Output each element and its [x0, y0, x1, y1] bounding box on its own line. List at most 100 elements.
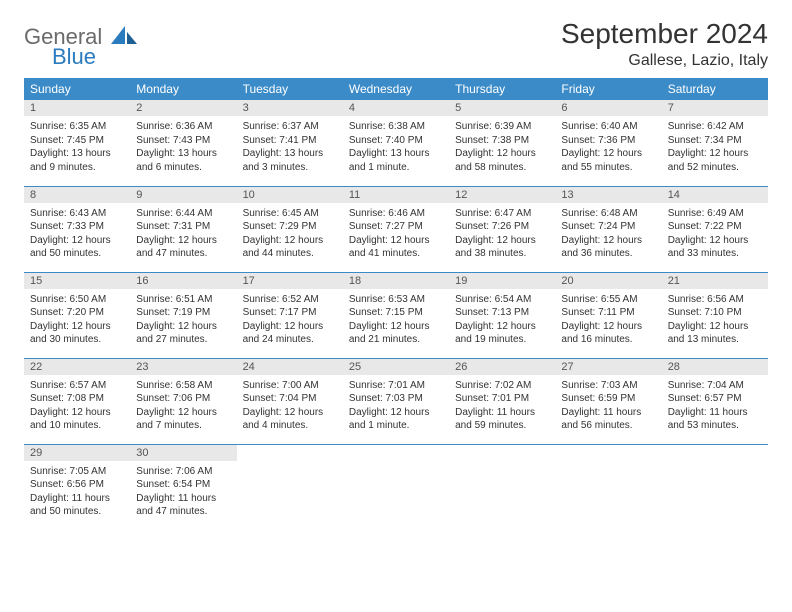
day-info: Sunrise: 6:49 AMSunset: 7:22 PMDaylight:…	[662, 203, 768, 265]
sunset-text: Sunset: 7:36 PM	[561, 134, 655, 148]
sunset-text: Sunset: 7:31 PM	[136, 220, 230, 234]
sunset-text: Sunset: 7:43 PM	[136, 134, 230, 148]
daylight-text: Daylight: 12 hours	[455, 234, 549, 248]
day-cell: 4Sunrise: 6:38 AMSunset: 7:40 PMDaylight…	[343, 100, 449, 186]
daylight-text: Daylight: 12 hours	[243, 234, 337, 248]
sunrise-text: Sunrise: 6:52 AM	[243, 293, 337, 307]
sunset-text: Sunset: 7:10 PM	[668, 306, 762, 320]
sunrise-text: Sunrise: 7:03 AM	[561, 379, 655, 393]
sunrise-text: Sunrise: 6:36 AM	[136, 120, 230, 134]
day-info: Sunrise: 6:50 AMSunset: 7:20 PMDaylight:…	[24, 289, 130, 351]
day-cell: 28Sunrise: 7:04 AMSunset: 6:57 PMDayligh…	[662, 358, 768, 444]
daylight-text: Daylight: 11 hours	[455, 406, 549, 420]
day-cell: 27Sunrise: 7:03 AMSunset: 6:59 PMDayligh…	[555, 358, 661, 444]
day-number: 23	[130, 359, 236, 375]
daylight-text: and 21 minutes.	[349, 333, 443, 347]
daylight-text: Daylight: 12 hours	[30, 406, 124, 420]
daylight-text: and 47 minutes.	[136, 247, 230, 261]
day-number: 29	[24, 445, 130, 461]
sunrise-text: Sunrise: 6:43 AM	[30, 207, 124, 221]
day-number: 11	[343, 187, 449, 203]
day-number: 21	[662, 273, 768, 289]
day-cell: 19Sunrise: 6:54 AMSunset: 7:13 PMDayligh…	[449, 272, 555, 358]
day-header: Sunday	[24, 78, 130, 100]
week-row: 8Sunrise: 6:43 AMSunset: 7:33 PMDaylight…	[24, 186, 768, 272]
day-number: 14	[662, 187, 768, 203]
daylight-text: and 24 minutes.	[243, 333, 337, 347]
day-number: 17	[237, 273, 343, 289]
daylight-text: Daylight: 12 hours	[243, 320, 337, 334]
calendar-body: 1Sunrise: 6:35 AMSunset: 7:45 PMDaylight…	[24, 100, 768, 530]
daylight-text: Daylight: 12 hours	[668, 147, 762, 161]
day-cell: 15Sunrise: 6:50 AMSunset: 7:20 PMDayligh…	[24, 272, 130, 358]
week-row: 29Sunrise: 7:05 AMSunset: 6:56 PMDayligh…	[24, 444, 768, 530]
day-number: 16	[130, 273, 236, 289]
daylight-text: Daylight: 12 hours	[30, 234, 124, 248]
sunrise-text: Sunrise: 6:53 AM	[349, 293, 443, 307]
daylight-text: and 10 minutes.	[30, 419, 124, 433]
sunrise-text: Sunrise: 7:00 AM	[243, 379, 337, 393]
day-info: Sunrise: 6:40 AMSunset: 7:36 PMDaylight:…	[555, 116, 661, 178]
day-cell: 11Sunrise: 6:46 AMSunset: 7:27 PMDayligh…	[343, 186, 449, 272]
sunset-text: Sunset: 7:15 PM	[349, 306, 443, 320]
daylight-text: Daylight: 12 hours	[668, 234, 762, 248]
daylight-text: Daylight: 11 hours	[668, 406, 762, 420]
day-info: Sunrise: 6:56 AMSunset: 7:10 PMDaylight:…	[662, 289, 768, 351]
daylight-text: Daylight: 12 hours	[136, 406, 230, 420]
daylight-text: and 1 minute.	[349, 161, 443, 175]
day-cell: 7Sunrise: 6:42 AMSunset: 7:34 PMDaylight…	[662, 100, 768, 186]
daylight-text: Daylight: 13 hours	[243, 147, 337, 161]
day-cell: 10Sunrise: 6:45 AMSunset: 7:29 PMDayligh…	[237, 186, 343, 272]
daylight-text: Daylight: 12 hours	[243, 406, 337, 420]
week-row: 1Sunrise: 6:35 AMSunset: 7:45 PMDaylight…	[24, 100, 768, 186]
day-cell: 20Sunrise: 6:55 AMSunset: 7:11 PMDayligh…	[555, 272, 661, 358]
day-cell: 25Sunrise: 7:01 AMSunset: 7:03 PMDayligh…	[343, 358, 449, 444]
day-cell-empty	[237, 444, 343, 530]
daylight-text: and 50 minutes.	[30, 505, 124, 519]
day-number: 4	[343, 100, 449, 116]
daylight-text: Daylight: 12 hours	[349, 320, 443, 334]
day-info: Sunrise: 7:06 AMSunset: 6:54 PMDaylight:…	[130, 461, 236, 523]
day-cell: 26Sunrise: 7:02 AMSunset: 7:01 PMDayligh…	[449, 358, 555, 444]
day-cell: 24Sunrise: 7:00 AMSunset: 7:04 PMDayligh…	[237, 358, 343, 444]
day-info: Sunrise: 6:44 AMSunset: 7:31 PMDaylight:…	[130, 203, 236, 265]
daylight-text: and 6 minutes.	[136, 161, 230, 175]
day-info: Sunrise: 7:01 AMSunset: 7:03 PMDaylight:…	[343, 375, 449, 437]
daylight-text: Daylight: 12 hours	[561, 234, 655, 248]
daylight-text: Daylight: 12 hours	[30, 320, 124, 334]
sunset-text: Sunset: 7:41 PM	[243, 134, 337, 148]
day-cell: 6Sunrise: 6:40 AMSunset: 7:36 PMDaylight…	[555, 100, 661, 186]
logo-text-blue: Blue	[52, 44, 137, 70]
day-number: 22	[24, 359, 130, 375]
sunrise-text: Sunrise: 6:37 AM	[243, 120, 337, 134]
day-info: Sunrise: 6:51 AMSunset: 7:19 PMDaylight:…	[130, 289, 236, 351]
day-cell: 21Sunrise: 6:56 AMSunset: 7:10 PMDayligh…	[662, 272, 768, 358]
day-info: Sunrise: 6:47 AMSunset: 7:26 PMDaylight:…	[449, 203, 555, 265]
daylight-text: and 1 minute.	[349, 419, 443, 433]
sunrise-text: Sunrise: 6:58 AM	[136, 379, 230, 393]
sunset-text: Sunset: 7:04 PM	[243, 392, 337, 406]
daylight-text: Daylight: 11 hours	[136, 492, 230, 506]
daylight-text: and 41 minutes.	[349, 247, 443, 261]
daylight-text: and 4 minutes.	[243, 419, 337, 433]
daylight-text: and 9 minutes.	[30, 161, 124, 175]
day-cell: 14Sunrise: 6:49 AMSunset: 7:22 PMDayligh…	[662, 186, 768, 272]
daylight-text: and 58 minutes.	[455, 161, 549, 175]
day-number: 9	[130, 187, 236, 203]
daylight-text: Daylight: 12 hours	[455, 320, 549, 334]
day-info: Sunrise: 6:36 AMSunset: 7:43 PMDaylight:…	[130, 116, 236, 178]
sunrise-text: Sunrise: 6:47 AM	[455, 207, 549, 221]
sunrise-text: Sunrise: 7:04 AM	[668, 379, 762, 393]
day-cell-empty	[449, 444, 555, 530]
daylight-text: and 50 minutes.	[30, 247, 124, 261]
daylight-text: and 27 minutes.	[136, 333, 230, 347]
daylight-text: Daylight: 12 hours	[349, 406, 443, 420]
day-info: Sunrise: 7:02 AMSunset: 7:01 PMDaylight:…	[449, 375, 555, 437]
sunset-text: Sunset: 6:54 PM	[136, 478, 230, 492]
sunset-text: Sunset: 7:34 PM	[668, 134, 762, 148]
sunrise-text: Sunrise: 7:01 AM	[349, 379, 443, 393]
sunset-text: Sunset: 7:22 PM	[668, 220, 762, 234]
sunset-text: Sunset: 7:20 PM	[30, 306, 124, 320]
daylight-text: and 44 minutes.	[243, 247, 337, 261]
sunset-text: Sunset: 7:13 PM	[455, 306, 549, 320]
